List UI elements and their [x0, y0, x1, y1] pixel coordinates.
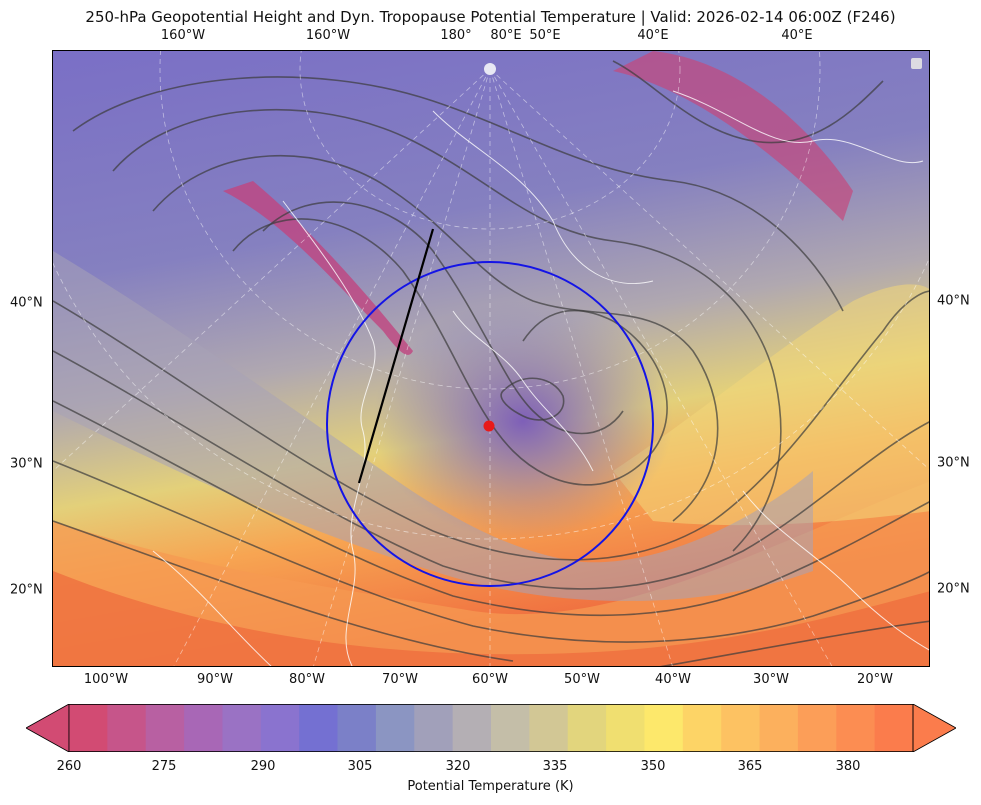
map-panel[interactable]	[52, 50, 930, 667]
colorbar-tick: 380	[835, 759, 861, 774]
colorbar-segment	[145, 704, 185, 752]
bottom-lon-label: 50°W	[564, 672, 600, 687]
bottom-lon-label: 70°W	[382, 672, 418, 687]
cross-section-line	[357, 228, 435, 484]
coastlines	[152, 90, 929, 666]
colorbar-segment	[452, 704, 492, 752]
colorbar-segment	[529, 704, 569, 752]
bottom-lon-label: 100°W	[83, 672, 129, 687]
colorbar-tick: 275	[151, 759, 177, 774]
colorbar-segment	[836, 704, 876, 752]
bottom-lon-label: 90°W	[197, 672, 233, 687]
warm-airmass	[53, 481, 929, 666]
colorbar-segment	[606, 704, 645, 752]
pv-streamer	[223, 181, 413, 355]
colorbar-tick: 335	[542, 759, 568, 774]
bottom-lon-label: 20°W	[857, 672, 893, 687]
colorbar-segment	[721, 704, 761, 752]
analysis-circle	[326, 261, 654, 587]
top-lon-label: 160°W	[160, 28, 206, 43]
colorbar-segment	[69, 704, 108, 752]
top-lon-label: 80°E	[490, 28, 522, 43]
colorbar-tick: 350	[640, 759, 666, 774]
colorbar-segment	[222, 704, 262, 752]
bottom-lon-label: 30°W	[753, 672, 789, 687]
colorbar-tick: 290	[250, 759, 276, 774]
top-lon-label: 160°W	[305, 28, 351, 43]
top-lon-label: 40°E	[637, 28, 669, 43]
colorbar-segment	[759, 704, 799, 752]
center-marker	[483, 420, 495, 432]
height-contours	[53, 60, 929, 666]
pole-marker	[484, 63, 496, 75]
colorbar-tick: 305	[347, 759, 373, 774]
left-lat-label: 40°N	[10, 295, 43, 311]
bottom-lon-label: 60°W	[472, 672, 508, 687]
ridge-band	[613, 284, 929, 526]
top-lon-label: 50°E	[529, 28, 561, 43]
northern-low-theta	[613, 51, 853, 221]
right-lat-label: 20°N	[937, 581, 970, 597]
colorbar-tick: 320	[445, 759, 471, 774]
colorbar-segment	[107, 704, 147, 752]
colorbar-label: Potential Temperature (K)	[407, 779, 574, 794]
graticule	[53, 51, 929, 666]
colorbar-segment	[644, 704, 684, 752]
right-lat-label: 30°N	[937, 455, 970, 471]
map-scroll-handle[interactable]	[911, 58, 922, 69]
right-lat-label: 40°N	[937, 293, 970, 309]
left-lat-label: 30°N	[10, 456, 43, 472]
bottom-lon-label: 80°W	[289, 672, 325, 687]
colorbar	[26, 704, 956, 752]
left-lat-label: 20°N	[10, 582, 43, 598]
bottom-lon-label: 40°W	[655, 672, 691, 687]
colorbar-segment	[682, 704, 722, 752]
colorbar-segment	[567, 704, 607, 752]
colorbar-tick: 260	[56, 759, 82, 774]
colorbar-segment	[375, 704, 415, 752]
colorbar-segment	[491, 704, 530, 752]
cold-trough	[373, 301, 673, 541]
colorbar-extend-low	[26, 704, 70, 752]
colorbar-segment	[797, 704, 837, 752]
colorbar-segment	[337, 704, 377, 752]
warm-core	[53, 571, 929, 666]
colorbar-segment	[299, 704, 339, 752]
colorbar-segment	[260, 704, 300, 752]
chart-title: 250-hPa Geopotential Height and Dyn. Tro…	[85, 8, 896, 26]
top-lon-label: 40°E	[781, 28, 813, 43]
colorbar-tick: 365	[737, 759, 763, 774]
colorbar-outline	[68, 704, 914, 752]
top-lon-label: 180°	[440, 28, 472, 43]
colorbar-extend-high	[912, 704, 956, 752]
colorbar-segment	[874, 704, 914, 752]
colorbar-segment	[414, 704, 454, 752]
colorbar-segment	[184, 704, 223, 752]
